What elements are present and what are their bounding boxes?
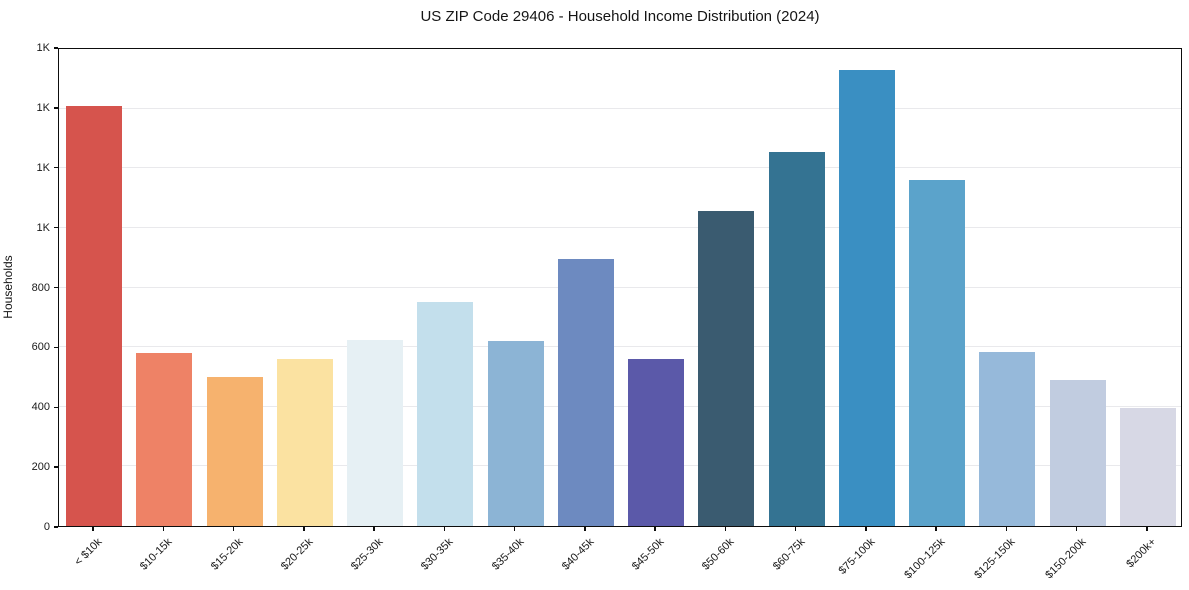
y-tick-label: 400: [31, 401, 50, 414]
plot-area: [58, 48, 1182, 527]
x-tick-mark: [443, 527, 446, 531]
bar: [1119, 408, 1176, 526]
gridline: [59, 226, 1181, 228]
y-tick-label: 1K: [36, 161, 50, 174]
x-tick-label: $50-60k: [700, 536, 737, 573]
bar: [417, 302, 474, 526]
x-tick-label: $20-25k: [278, 536, 316, 573]
gridline: [59, 286, 1181, 288]
bar: [768, 151, 825, 526]
x-tick-mark: [584, 527, 586, 531]
bar: [838, 69, 895, 526]
x-tick-label: $40-45k: [559, 536, 597, 573]
bar: [487, 341, 544, 526]
x-tick-label: $30-35k: [419, 536, 456, 573]
gridline: [59, 405, 1181, 407]
bar: [628, 359, 685, 526]
gridline: [59, 107, 1181, 109]
x-tick-mark: [232, 527, 235, 531]
bar: [66, 105, 123, 526]
bar: [206, 376, 263, 526]
y-tick-mark: [54, 466, 58, 468]
x-tick-mark: [162, 527, 165, 531]
x-tick-label: $45-50k: [630, 536, 667, 573]
y-tick-mark: [54, 346, 58, 349]
y-tick-label: 600: [31, 341, 50, 354]
x-tick-label: $75-100k: [836, 536, 878, 577]
x-tick-mark: [1075, 527, 1078, 531]
y-tick-label: 800: [31, 281, 50, 294]
gridline: [59, 465, 1181, 467]
x-tick-label: $35-40k: [489, 536, 527, 573]
x-tick-mark: [513, 527, 516, 531]
bar: [276, 359, 333, 526]
x-tick-mark: [794, 527, 797, 531]
y-tick-label: 1K: [36, 101, 50, 114]
y-tick-mark: [54, 526, 58, 528]
y-tick-mark: [54, 286, 58, 289]
y-tick-mark: [54, 226, 58, 229]
x-tick-label: $125-150k: [972, 536, 1018, 582]
x-tick-label: $150-200k: [1042, 536, 1089, 582]
y-tick-mark: [54, 47, 58, 49]
y-tick-label: 0: [43, 521, 50, 533]
y-tick-mark: [54, 406, 58, 408]
y-tick-mark: [54, 107, 58, 109]
bar: [909, 180, 966, 526]
chart-title: US ZIP Code 29406 - Household Income Dis…: [420, 8, 820, 25]
bar: [979, 351, 1036, 526]
x-tick-label: $10-15k: [138, 536, 175, 573]
y-tick-label: 1K: [36, 42, 50, 54]
y-tick-label: 200: [31, 461, 50, 474]
x-tick-label: $100-125k: [902, 536, 948, 582]
x-tick-mark: [935, 527, 937, 531]
x-tick-mark: [303, 527, 305, 531]
x-tick-mark: [1005, 527, 1008, 531]
y-tick-mark: [54, 167, 58, 169]
bar: [136, 353, 193, 526]
bar: [347, 339, 404, 526]
x-tick-mark: [724, 527, 727, 531]
x-tick-mark: [92, 527, 94, 531]
bar: [698, 211, 755, 526]
gridline: [59, 346, 1181, 348]
x-tick-mark: [865, 527, 867, 531]
x-tick-label: $25-30k: [349, 536, 386, 573]
y-tick-label: 1K: [36, 221, 50, 234]
gridline: [59, 167, 1181, 169]
x-tick-mark: [1146, 527, 1148, 531]
x-tick-mark: [654, 527, 656, 531]
bar: [557, 259, 614, 526]
x-tick-label: < $10k: [72, 536, 105, 569]
x-tick-mark: [373, 527, 375, 531]
x-tick-label: $60-75k: [770, 536, 808, 573]
x-tick-label: $15-20k: [208, 536, 246, 573]
x-tick-label: $200k+: [1124, 536, 1159, 571]
bar: [1049, 379, 1106, 526]
